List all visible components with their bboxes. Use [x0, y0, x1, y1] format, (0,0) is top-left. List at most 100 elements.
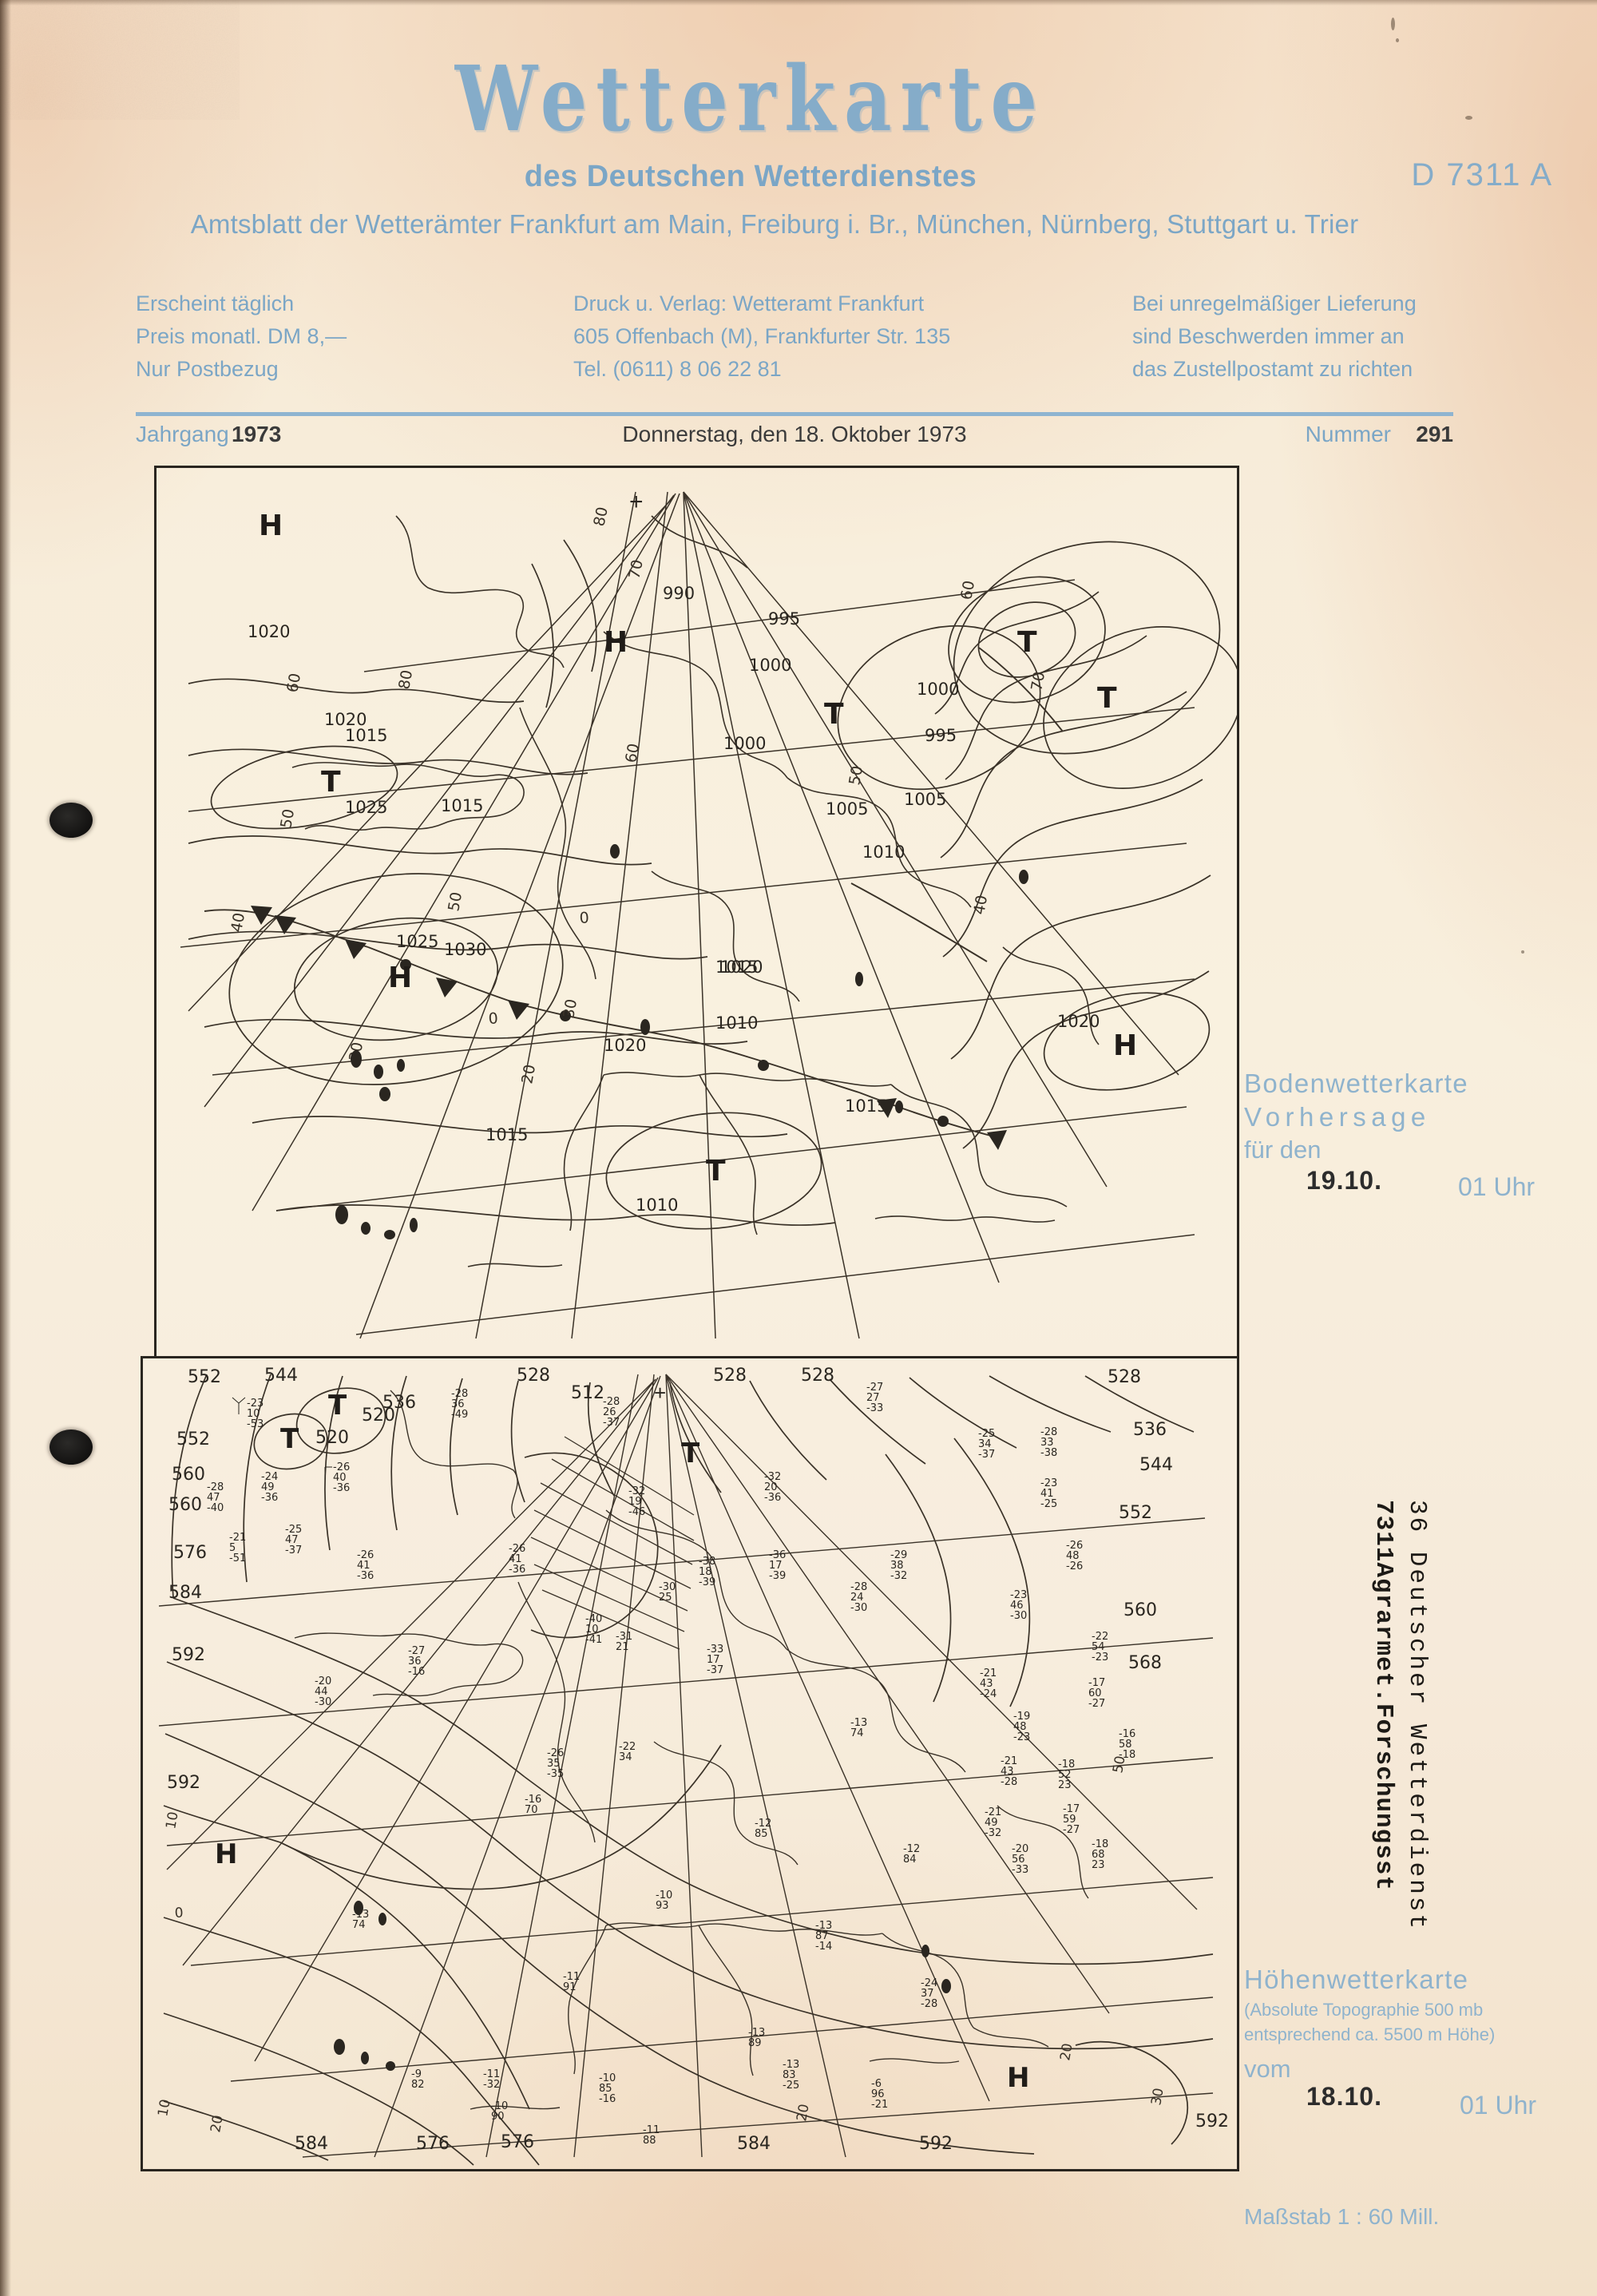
svg-text:T: T: [321, 766, 341, 799]
svg-text:528: 528: [1108, 1367, 1141, 1387]
svg-text:-26: -26: [1066, 1540, 1083, 1552]
svg-text:T: T: [706, 1155, 726, 1188]
svg-text:0: 0: [579, 909, 589, 927]
svg-text:68: 68: [1092, 1849, 1105, 1861]
svg-text:47: 47: [207, 1492, 220, 1504]
svg-text:59: 59: [1063, 1814, 1076, 1826]
svg-text:-41: -41: [585, 1634, 602, 1646]
svg-text:-23: -23: [1013, 1731, 1030, 1743]
svg-text:37: 37: [921, 1988, 934, 2000]
svg-text:-13: -13: [815, 1920, 832, 1932]
svg-text:544: 544: [1139, 1455, 1173, 1475]
svg-text:584: 584: [168, 1583, 202, 1603]
masthead-divider-rule: [136, 412, 1453, 416]
svg-text:552: 552: [1119, 1503, 1152, 1523]
svg-text:T: T: [824, 698, 844, 731]
caption-title: Bodenwetterkarte: [1244, 1069, 1469, 1098]
svg-text:-40: -40: [585, 1613, 602, 1625]
geopotential-contours: [163, 1374, 1214, 2166]
island-marks: [335, 844, 1028, 1239]
svg-text:82: 82: [411, 2079, 425, 2091]
svg-text:-36: -36: [509, 1564, 525, 1576]
issue-line: Jahrgang 1973 Donnerstag, den 18. Oktobe…: [136, 422, 1453, 454]
svg-text:-26: -26: [547, 1747, 564, 1759]
svg-text:-6: -6: [871, 2078, 882, 2090]
map-scale-note: Maßstab 1 : 60 Mill.: [1244, 2204, 1440, 2229]
svg-text:H: H: [1007, 2062, 1029, 2094]
svg-text:83: 83: [783, 2069, 796, 2081]
svg-text:-36: -36: [333, 1482, 350, 1494]
svg-text:560: 560: [168, 1495, 202, 1515]
surface-weather-map[interactable]: 1020 1020 1015 1015 1025 1025 1030 1020 1020…: [154, 466, 1239, 1358]
svg-text:-28: -28: [1040, 1426, 1057, 1438]
svg-text:-10: -10: [599, 2072, 616, 2084]
svg-text:-27: -27: [408, 1645, 425, 1657]
caption-date: 18.10.: [1306, 2082, 1382, 2111]
svg-text:50: 50: [846, 764, 866, 787]
graticule: [180, 491, 1195, 1339]
svg-text:-33: -33: [866, 1402, 883, 1414]
upper-air-500mb-map[interactable]: 552 544 536 528 520 520 512 528 528 528 536 54…: [141, 1356, 1239, 2171]
svg-text:-32: -32: [890, 1570, 907, 1582]
svg-text:592: 592: [919, 2134, 953, 2154]
svg-text:54: 54: [1092, 1641, 1105, 1653]
svg-text:T: T: [1017, 626, 1037, 659]
svg-text:-32: -32: [628, 1485, 645, 1497]
svg-text:60: 60: [622, 742, 643, 764]
caption-for: für den: [1244, 1136, 1322, 1164]
svg-text:35: 35: [547, 1758, 561, 1770]
svg-text:-21: -21: [985, 1806, 1001, 1818]
svg-text:41: 41: [1040, 1488, 1054, 1500]
svg-text:H: H: [259, 510, 283, 542]
svg-text:48: 48: [1066, 1550, 1080, 1562]
svg-text:58: 58: [1119, 1739, 1132, 1751]
svg-text:1010: 1010: [636, 1196, 678, 1215]
svg-text:-32: -32: [985, 1827, 1001, 1839]
imprint-column-right: Bei unregelmäßiger Lieferung sind Beschw…: [1132, 291, 1417, 382]
svg-text:528: 528: [517, 1366, 550, 1386]
svg-text:-24: -24: [261, 1471, 278, 1483]
svg-text:536: 536: [1133, 1420, 1167, 1440]
svg-text:96: 96: [871, 2088, 885, 2100]
svg-text:-27: -27: [866, 1382, 883, 1394]
svg-text:576: 576: [501, 2132, 534, 2152]
caption-time: 01 Uhr: [1458, 1172, 1536, 1201]
svg-text:-16: -16: [525, 1794, 541, 1806]
svg-text:552: 552: [188, 1367, 221, 1387]
svg-text:70: 70: [1028, 670, 1048, 692]
svg-text:-51: -51: [229, 1552, 246, 1564]
svg-text:40: 40: [333, 1472, 347, 1484]
punch-hole-upper: [50, 803, 93, 838]
svg-text:85: 85: [755, 1828, 768, 1840]
svg-text:-35: -35: [547, 1768, 564, 1780]
svg-text:T: T: [1097, 682, 1117, 715]
svg-text:1015: 1015: [345, 726, 387, 745]
imprint-column-center: Druck u. Verlag: Wetteramt Frankfurt 605…: [573, 291, 951, 382]
caption-title: Höhenwetterkarte: [1244, 1965, 1469, 1994]
svg-text:-17: -17: [1063, 1803, 1080, 1815]
svg-text:-13: -13: [783, 2059, 799, 2071]
svg-text:27: 27: [866, 1392, 880, 1404]
svg-text:50: 50: [277, 807, 298, 830]
svg-text:-37: -37: [707, 1664, 723, 1676]
svg-text:995: 995: [925, 726, 957, 745]
svg-text:-38: -38: [1040, 1447, 1057, 1459]
svg-text:-11: -11: [563, 1971, 580, 1983]
svg-text:10: 10: [155, 2098, 173, 2118]
pole-cross: +: [654, 1381, 666, 1405]
svg-text:-18: -18: [1092, 1838, 1108, 1850]
svg-text:-24: -24: [921, 1977, 937, 1989]
svg-text:44: 44: [315, 1686, 328, 1698]
svg-text:-23: -23: [247, 1398, 264, 1410]
svg-text:1005: 1005: [904, 790, 946, 809]
svg-text:33: 33: [1040, 1437, 1054, 1449]
caption-from: vom: [1244, 2055, 1291, 2084]
svg-text:21: 21: [616, 1641, 629, 1653]
page-left-edge-shadow: [0, 0, 11, 2296]
svg-text:-33: -33: [1012, 1864, 1028, 1876]
svg-text:1030: 1030: [444, 940, 486, 959]
svg-text:-22: -22: [619, 1741, 636, 1753]
publication-title: Wetterkarte: [454, 46, 1047, 152]
svg-text:30: 30: [1148, 2087, 1167, 2107]
svg-text:74: 74: [850, 1727, 864, 1739]
